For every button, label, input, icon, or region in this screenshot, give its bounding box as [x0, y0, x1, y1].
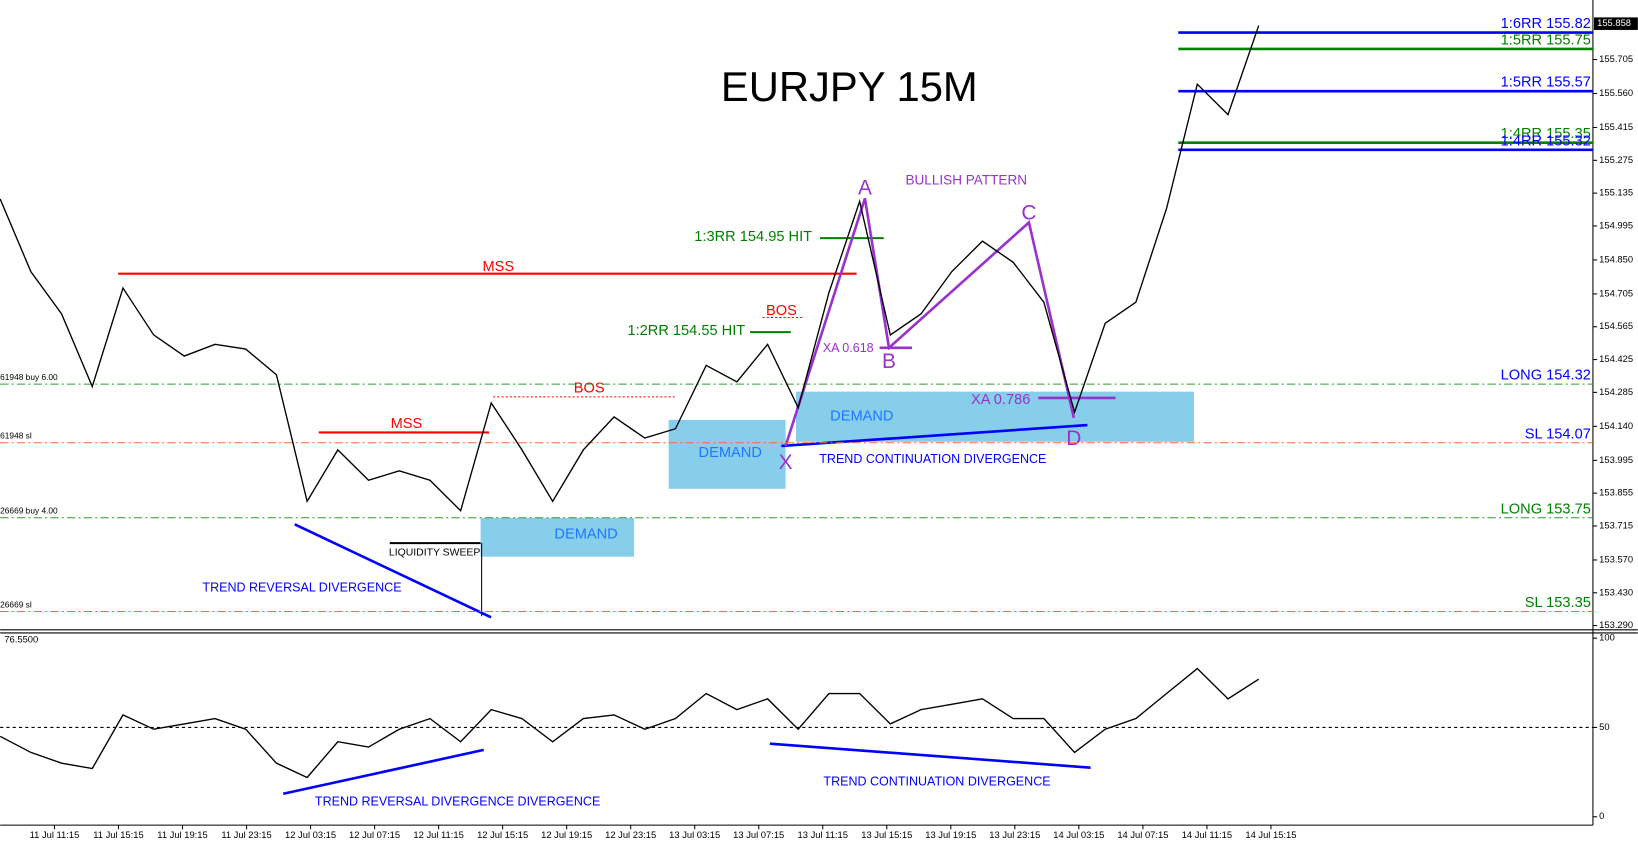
- y-tick-label: 154.425: [1599, 353, 1633, 364]
- y-tick-label: 154.565: [1599, 320, 1633, 331]
- divergence-line: [769, 742, 1091, 769]
- annotation: 1:3RR 154.95 HIT: [694, 229, 812, 245]
- pattern-point: C: [1021, 202, 1036, 225]
- pattern-point: X: [779, 451, 793, 474]
- order-label: 26669 buy 4.00: [0, 506, 58, 516]
- order-label: 61948 buy 6.00: [0, 372, 58, 382]
- chart-title: EURJPY 15M: [721, 63, 978, 110]
- x-tick-label: 14 Jul 03:15: [1053, 829, 1104, 840]
- level-label: LONG 153.75: [1501, 501, 1591, 517]
- y-tick-label: 50: [1599, 721, 1609, 732]
- last-price-label: 155.858: [1597, 17, 1631, 28]
- annotation: DEMAND: [699, 445, 762, 461]
- annotation: MSS: [391, 416, 423, 432]
- annotation: TREND REVERSAL DIVERGENCE: [202, 580, 401, 594]
- annotation: BOS: [574, 380, 605, 396]
- x-tick-label: 11 Jul 23:15: [221, 829, 271, 840]
- y-tick-label: 154.140: [1599, 420, 1633, 431]
- level-label: SL 153.35: [1525, 595, 1591, 611]
- y-tick-label: 153.855: [1599, 487, 1633, 498]
- annotation: TREND REVERSAL DIVERGENCE DIVERGENCE: [315, 794, 600, 808]
- y-tick-label: 154.285: [1599, 386, 1633, 397]
- indicator-value: 76.5500: [4, 634, 38, 645]
- x-tick-label: 13 Jul 23:15: [989, 829, 1040, 840]
- x-tick-label: 12 Jul 07:15: [349, 829, 400, 840]
- level-label: LONG 154.32: [1501, 368, 1591, 384]
- y-tick-label: 153.430: [1599, 586, 1633, 597]
- x-tick-label: 13 Jul 11:15: [798, 829, 848, 840]
- divergence-line: [294, 523, 492, 619]
- y-tick-label: 153.290: [1599, 619, 1633, 630]
- annotation: TREND CONTINUATION DIVERGENCE: [819, 452, 1046, 466]
- x-tick-label: 12 Jul 15:15: [477, 829, 528, 840]
- y-tick-label: 154.850: [1599, 253, 1633, 264]
- x-tick-label: 14 Jul 15:15: [1245, 829, 1296, 840]
- y-tick-label: 100: [1599, 632, 1615, 643]
- y-tick-label: 155.415: [1599, 121, 1633, 132]
- pattern-point: B: [882, 350, 896, 373]
- annotation: MSS: [483, 259, 515, 275]
- x-tick-label: 12 Jul 03:15: [285, 829, 336, 840]
- x-tick-label: 12 Jul 23:15: [605, 829, 656, 840]
- annotation: TREND CONTINUATION DIVERGENCE: [823, 775, 1050, 789]
- x-tick-label: 13 Jul 07:15: [733, 829, 784, 840]
- y-tick-label: 154.995: [1599, 219, 1633, 230]
- annotation: XA 0.786: [971, 392, 1030, 408]
- annotation: LIQUIDITY SWEEP: [389, 547, 480, 558]
- annotation: DEMAND: [554, 527, 617, 543]
- y-tick-label: 153.995: [1599, 454, 1633, 465]
- x-tick-label: 14 Jul 11:15: [1182, 829, 1232, 840]
- y-tick-label: 155.135: [1599, 187, 1633, 198]
- level-label: SL 154.07: [1525, 426, 1591, 442]
- annotation: XA 0.618: [823, 341, 874, 355]
- demand-zone: [480, 518, 635, 557]
- y-tick-label: 0: [1599, 810, 1604, 821]
- drawings: [118, 198, 1116, 796]
- x-tick-label: 11 Jul 15:15: [93, 829, 143, 840]
- x-tick-label: 12 Jul 11:15: [413, 829, 463, 840]
- annotation: DEMAND: [830, 409, 893, 425]
- annotation: BULLISH PATTERN: [905, 172, 1027, 187]
- x-tick-label: 11 Jul 19:15: [157, 829, 207, 840]
- x-tick-label: 13 Jul 19:15: [925, 829, 976, 840]
- price-line: [0, 25, 1260, 513]
- x-tick-label: 13 Jul 03:15: [669, 829, 720, 840]
- level-label: 1:6RR 155.82: [1501, 16, 1591, 32]
- order-label: 26669 sl: [0, 599, 32, 609]
- y-tick-label: 155.705: [1599, 53, 1633, 64]
- x-tick-label: 14 Jul 07:15: [1117, 829, 1168, 840]
- y-tick-label: 155.275: [1599, 154, 1633, 165]
- y-tick-label: 153.715: [1599, 519, 1633, 530]
- y-tick-label: 153.570: [1599, 553, 1633, 564]
- x-tick-label: 11 Jul 11:15: [30, 829, 80, 840]
- pattern-point: A: [858, 177, 872, 200]
- x-tick-label: 13 Jul 15:15: [861, 829, 912, 840]
- x-tick-label: 12 Jul 19:15: [541, 829, 592, 840]
- y-tick-label: 155.560: [1599, 87, 1633, 98]
- y-tick-label: 154.705: [1599, 287, 1633, 298]
- level-label: 1:5RR 155.57: [1501, 75, 1591, 91]
- last-price-box: [1593, 17, 1638, 30]
- annotation: BOS: [766, 303, 797, 319]
- pattern-point: D: [1066, 427, 1081, 450]
- divergence-line: [282, 748, 485, 796]
- annotation: 1:2RR 154.55 HIT: [627, 323, 745, 339]
- order-label: 61948 sl: [0, 431, 32, 441]
- demand-zone: [796, 391, 1194, 442]
- level-label: 1:5RR 155.75: [1501, 32, 1591, 48]
- demand-zone: [668, 419, 786, 489]
- price-line: [0, 667, 1260, 779]
- level-label: 1:4RR 155.35: [1501, 126, 1591, 142]
- level-label: 1:4RR 155.32: [1501, 133, 1591, 149]
